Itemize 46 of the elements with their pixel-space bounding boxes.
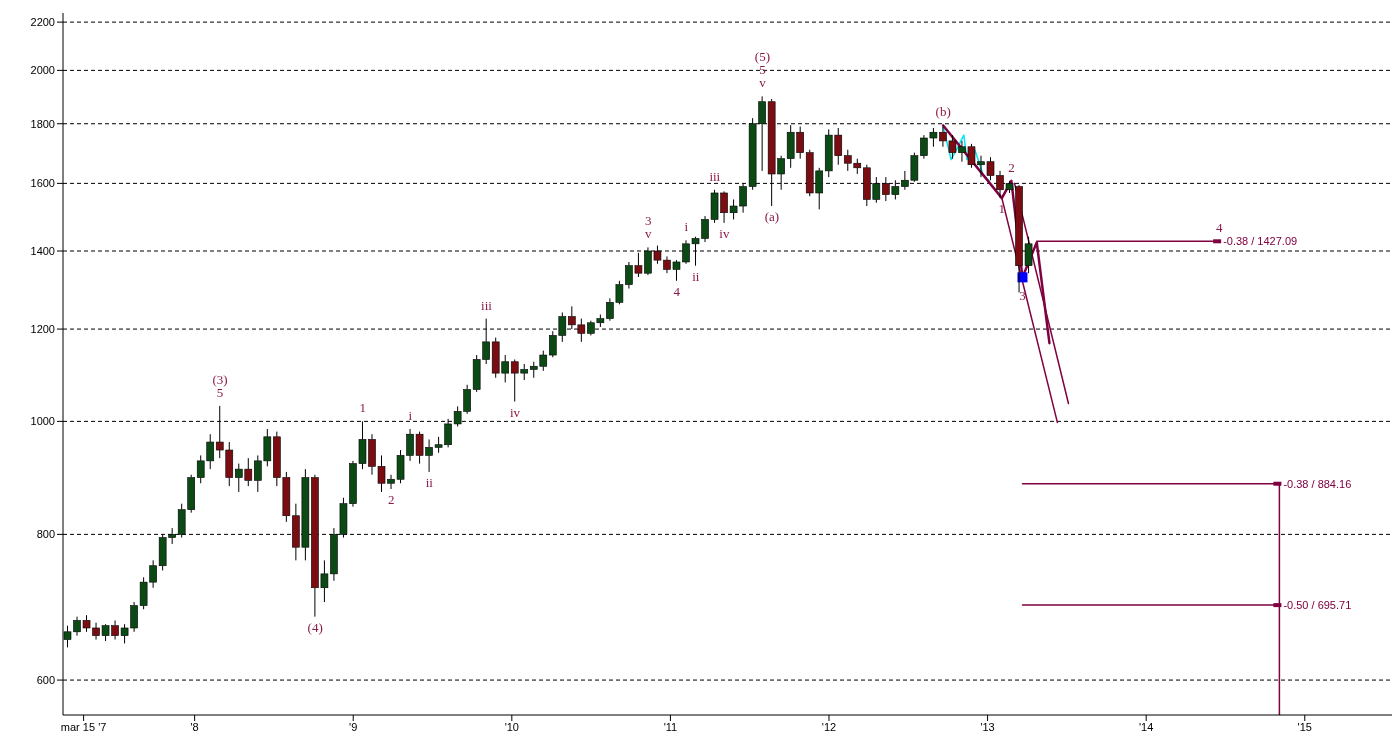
- series-label: -0.50 / 695.71: [1283, 599, 1352, 612]
- y-tick-label: 1600: [30, 177, 55, 190]
- x-tick-label: '12: [821, 720, 837, 733]
- y-tick-label: 1000: [30, 415, 55, 428]
- series-label: -0.38 / 1427.09: [1223, 235, 1298, 248]
- y-tick-label: 1200: [30, 322, 55, 335]
- annotation: (3): [212, 371, 228, 387]
- annotation: iii: [481, 297, 493, 313]
- annotation: 1: [359, 400, 366, 416]
- y-tick-label: 600: [36, 673, 55, 686]
- annotation: (5): [754, 49, 770, 65]
- annotation: 3: [644, 213, 652, 229]
- x-tick-label: '14: [1139, 720, 1154, 733]
- annotation: 2: [1008, 159, 1015, 175]
- y-tick-label: 1800: [30, 117, 55, 130]
- y-tick-label: 1400: [30, 244, 55, 257]
- series-label: -0.38 / 884.16: [1283, 477, 1352, 490]
- annotation: ii: [692, 268, 700, 284]
- annotation: iii: [709, 168, 721, 184]
- annotation: (4): [307, 619, 323, 635]
- annotation: v: [759, 75, 767, 91]
- x-tick-label: mar 15 '7: [60, 720, 107, 733]
- annotation: iv: [509, 404, 521, 420]
- y-tick-label: 2200: [30, 16, 55, 29]
- annotation: 5: [759, 62, 766, 78]
- x-tick-label: '11: [663, 720, 678, 733]
- x-tick-label: '13: [980, 720, 995, 733]
- annotation: (b): [935, 104, 951, 120]
- annotation: (a): [764, 209, 780, 225]
- annotation: 3: [1019, 288, 1026, 304]
- annotation: i: [684, 219, 689, 235]
- x-tick-label: '9: [349, 720, 358, 733]
- annotation: v: [644, 226, 652, 242]
- x-tick-label: '8: [190, 720, 199, 733]
- annotation: 5: [216, 384, 224, 400]
- x-tick-label: '10: [504, 720, 519, 733]
- y-tick-label: 2000: [30, 64, 55, 77]
- y-tick-label: 800: [36, 528, 55, 541]
- annotation: i: [408, 408, 413, 424]
- annotation: 4: [1215, 220, 1223, 236]
- annotation: 1: [998, 201, 1006, 217]
- annotation: 4: [673, 283, 681, 299]
- x-tick-label: '15: [1297, 720, 1312, 733]
- annotation: 2: [388, 492, 395, 508]
- annotation: ii: [425, 474, 434, 490]
- annotation: iv: [719, 225, 730, 241]
